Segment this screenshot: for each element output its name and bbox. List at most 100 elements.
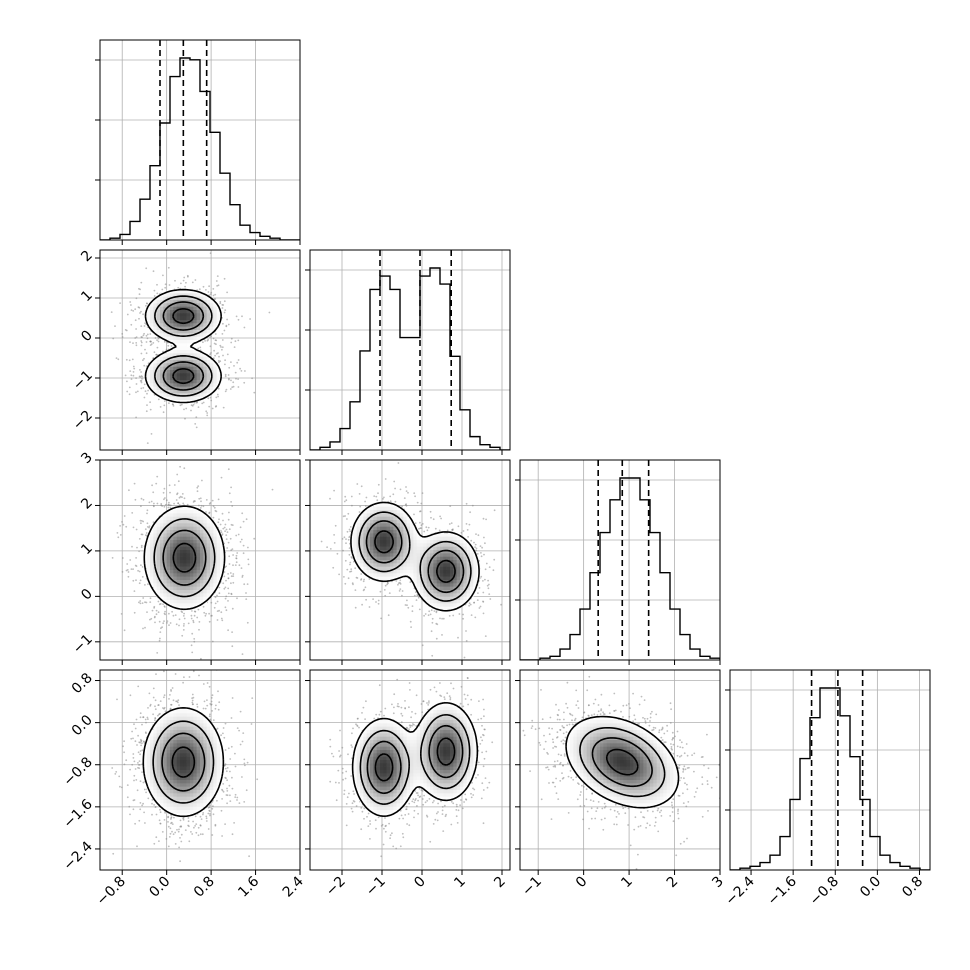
scatter-point	[244, 370, 246, 372]
density-cell	[180, 333, 184, 337]
scatter-point	[152, 342, 155, 344]
scatter-point	[191, 610, 193, 612]
density-cell	[183, 536, 187, 541]
density-cell	[173, 520, 177, 524]
density-cell	[210, 330, 214, 334]
density-cell	[170, 320, 174, 324]
density-cell	[176, 563, 181, 567]
density-cell	[193, 333, 197, 337]
scatter-point	[146, 302, 148, 305]
density-cell	[203, 393, 207, 397]
scatter-point	[477, 534, 480, 537]
density-cell	[200, 356, 204, 361]
density-cell	[196, 523, 201, 527]
density-cell	[166, 366, 171, 371]
scatter-point	[415, 599, 418, 601]
scatter-point	[183, 276, 186, 279]
scatter-point	[217, 387, 220, 390]
density-cell	[210, 390, 214, 394]
density-cell	[180, 390, 184, 394]
scatter-point	[116, 532, 119, 534]
density-cell	[186, 546, 191, 551]
density-cell	[206, 366, 211, 371]
scatter-point	[235, 557, 238, 560]
density-cell	[193, 293, 197, 297]
scatter-point	[132, 365, 135, 368]
density-cell	[206, 360, 211, 364]
scatter-point	[181, 496, 183, 499]
contour-lines	[144, 288, 222, 404]
density-cell	[193, 570, 197, 574]
density-cell	[190, 513, 194, 517]
y-tick-label: 0	[78, 586, 96, 604]
density-cell	[180, 520, 184, 524]
density-cell	[150, 536, 154, 541]
scatter-point	[191, 632, 194, 635]
scatter-point	[199, 346, 202, 349]
density-cell	[196, 536, 201, 541]
scatter-point	[126, 313, 129, 316]
scatter-point	[458, 613, 461, 615]
scatter-point	[159, 637, 161, 640]
scatter-point	[237, 318, 240, 321]
scatter-point	[135, 328, 137, 330]
density-cell	[186, 510, 191, 514]
density-cell	[196, 570, 201, 574]
density-cell	[156, 310, 161, 314]
density-cell	[146, 553, 151, 557]
scatter-point	[143, 332, 145, 335]
density-cell	[203, 313, 207, 317]
density-cell	[210, 546, 214, 551]
scatter-point	[156, 339, 158, 341]
density-cell	[160, 546, 164, 551]
density-cell	[166, 553, 171, 557]
scatter-point	[131, 358, 134, 361]
scatter-point	[214, 602, 217, 605]
density-cell	[170, 516, 174, 521]
density-cell	[193, 523, 197, 527]
scatter-point	[237, 533, 240, 536]
scatter-point	[198, 288, 201, 291]
scatter-point	[156, 652, 159, 654]
scatter-point	[159, 631, 162, 633]
scatter-point	[222, 519, 224, 522]
density-cell	[170, 393, 174, 397]
scatter-point	[225, 528, 228, 531]
density-cell	[153, 586, 157, 591]
density-cell	[196, 360, 201, 364]
density-cell	[216, 556, 221, 561]
density-cell	[193, 596, 197, 601]
density-cell	[210, 386, 214, 391]
density-cell	[200, 393, 204, 397]
density-cell	[160, 390, 164, 394]
density-cell	[160, 573, 164, 577]
density-cell	[193, 300, 197, 304]
scatter-point	[146, 404, 148, 406]
density-cell	[163, 336, 167, 341]
scatter-point	[157, 340, 160, 343]
density-cell	[190, 603, 194, 607]
density-cell	[196, 593, 201, 597]
density-cell	[200, 303, 204, 307]
scatter-point	[138, 293, 141, 296]
density-cell	[193, 546, 197, 551]
density-cell	[196, 546, 201, 551]
density-cell	[210, 553, 214, 557]
density-cell	[176, 603, 181, 607]
scatter-point	[162, 350, 164, 353]
scatter-point	[239, 541, 242, 543]
density-cell	[183, 553, 187, 557]
scatter-point	[207, 291, 210, 293]
density-cell	[163, 536, 167, 541]
scatter-point	[142, 359, 144, 362]
scatter-point	[178, 618, 181, 621]
scatter-point	[156, 502, 159, 505]
density-cell	[160, 566, 164, 571]
density-cell	[160, 593, 164, 597]
scatter-point	[133, 611, 136, 614]
density-cell	[186, 390, 191, 394]
density-cell	[216, 580, 221, 584]
density-cell	[203, 586, 207, 591]
density-cell	[150, 550, 154, 554]
x-tick-label: −2.4	[723, 873, 758, 908]
